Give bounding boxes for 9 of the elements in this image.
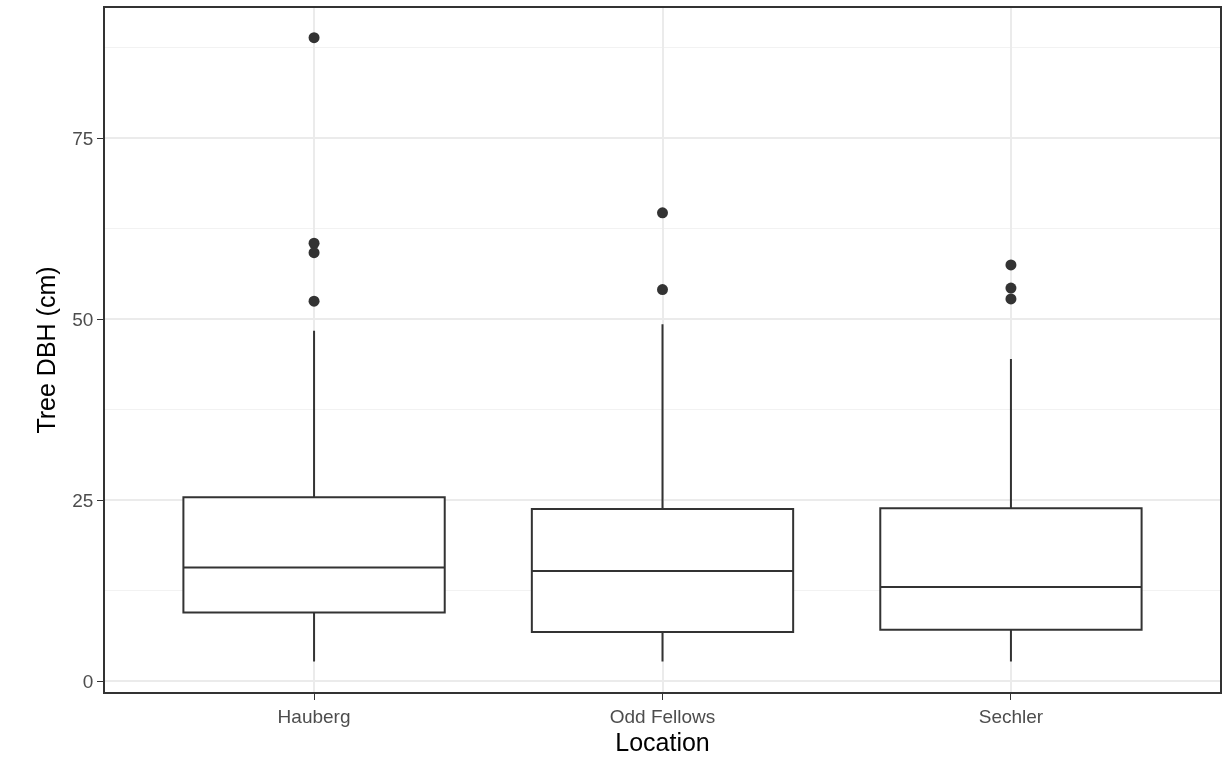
x-tick-label: Hauberg [277,705,351,727]
y-axis-title: Tree DBH (cm) [31,266,60,434]
y-tick-label: 75 [72,127,94,149]
x-axis-title: Location [615,728,710,757]
y-tick-label: 25 [72,489,94,511]
y-tick-label: 50 [72,308,94,330]
x-tick-label: Odd Fellows [609,705,716,727]
y-tick-label: 0 [82,670,94,692]
x-tick-label: Sechler [978,705,1044,727]
